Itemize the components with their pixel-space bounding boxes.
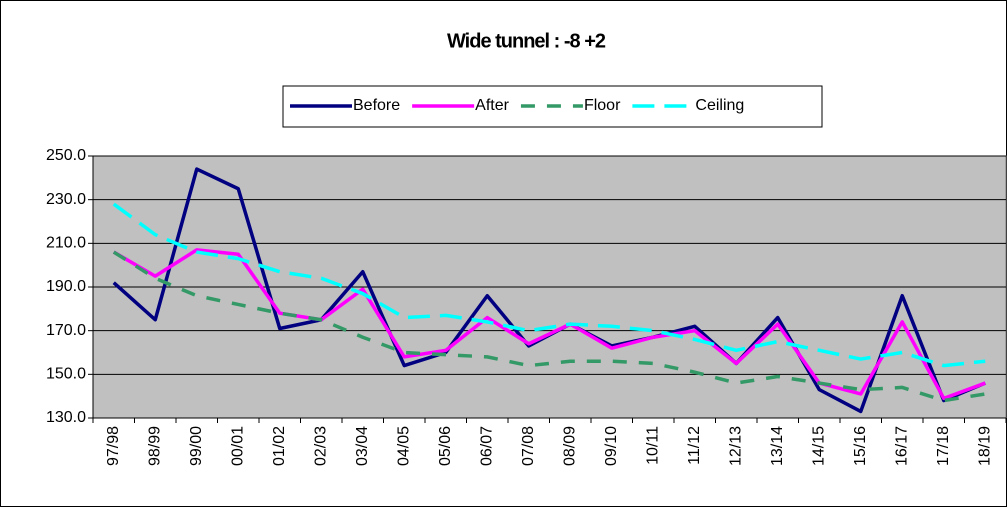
x-tick-label: 02/03 <box>312 426 329 466</box>
x-tick-label: 11/12 <box>686 426 703 465</box>
x-tick-label: 17/18 <box>935 426 952 466</box>
x-tick-label: 13/14 <box>769 426 786 466</box>
legend-label: Before <box>353 97 400 114</box>
series-line <box>112 248 986 401</box>
x-tick-label: 04/05 <box>395 426 412 466</box>
legend-label: Floor <box>584 97 621 114</box>
x-tick-label: 15/16 <box>852 426 869 466</box>
series-line <box>112 202 986 368</box>
x-tick-label: 07/08 <box>520 426 537 466</box>
x-tick-label: 01/02 <box>271 426 288 466</box>
x-tick-label: 05/06 <box>437 426 454 466</box>
x-tick-label: 08/09 <box>561 426 578 466</box>
x-tick-label: 09/10 <box>603 426 620 466</box>
x-tick-label: 14/15 <box>810 426 827 466</box>
y-tick-label: 210.0 <box>46 235 86 252</box>
y-tick-label: 170.0 <box>46 322 86 339</box>
x-tick-label: 16/17 <box>893 426 910 466</box>
x-tick-label: 99/00 <box>188 426 205 466</box>
chart-title: Wide tunnel : -8 +2 <box>447 30 606 52</box>
y-tick-label: 230.0 <box>46 191 86 208</box>
x-tick-label: 06/07 <box>478 426 495 466</box>
y-tick-label: 190.0 <box>46 278 86 295</box>
series-line <box>112 250 986 403</box>
x-tick-label: 10/11 <box>644 426 661 465</box>
y-tick-label: 150.0 <box>46 366 86 383</box>
x-tick-label: 97/98 <box>105 426 122 466</box>
x-tick-label: 03/04 <box>354 426 371 466</box>
x-tick-label: 18/19 <box>976 426 993 466</box>
y-tick-label: 250.0 <box>46 147 86 164</box>
legend-label: After <box>475 97 509 114</box>
y-tick-label: 130.0 <box>46 409 86 426</box>
x-tick-label: 12/13 <box>727 426 744 466</box>
legend-label: Ceiling <box>695 97 744 114</box>
x-tick-label: 00/01 <box>229 426 246 466</box>
x-tick-label: 98/99 <box>146 426 163 466</box>
